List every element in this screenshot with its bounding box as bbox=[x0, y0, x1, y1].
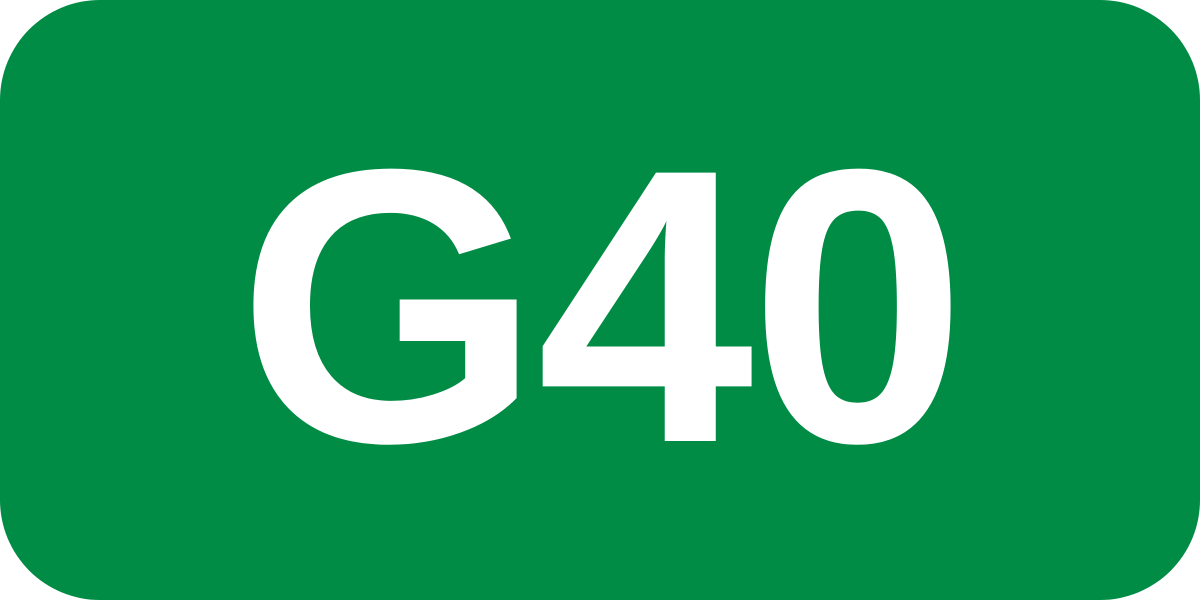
route-code: G40 bbox=[237, 88, 966, 524]
